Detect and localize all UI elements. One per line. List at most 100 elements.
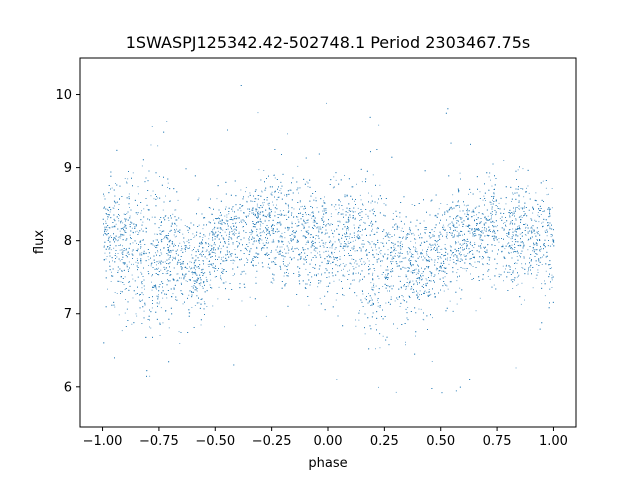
data-point — [137, 186, 139, 188]
data-point — [232, 262, 234, 264]
data-point — [185, 250, 186, 252]
data-point — [258, 262, 259, 264]
data-point — [254, 256, 255, 258]
data-point — [379, 184, 381, 186]
data-point — [350, 263, 352, 265]
data-point — [462, 247, 463, 249]
data-point — [131, 227, 133, 229]
data-point — [251, 259, 253, 261]
data-point — [110, 281, 112, 282]
data-point — [256, 234, 258, 236]
data-point — [189, 266, 190, 268]
data-point — [337, 265, 339, 267]
data-point — [514, 262, 516, 264]
data-point — [162, 209, 164, 211]
data-point — [279, 240, 280, 242]
data-point — [322, 210, 324, 212]
data-point — [319, 282, 321, 284]
data-point — [377, 299, 378, 301]
data-point — [279, 190, 281, 191]
data-point — [511, 201, 512, 202]
data-point — [546, 194, 548, 196]
data-point — [534, 219, 536, 221]
data-point — [351, 210, 353, 212]
data-point — [235, 256, 237, 258]
data-point — [263, 232, 265, 234]
data-point — [353, 224, 355, 226]
data-point — [339, 250, 340, 252]
data-point — [423, 319, 425, 321]
data-point — [344, 175, 345, 176]
data-point — [177, 199, 179, 201]
data-point — [284, 237, 286, 239]
data-point — [266, 230, 267, 232]
data-point — [305, 214, 307, 216]
data-point — [113, 200, 115, 202]
data-point — [252, 236, 253, 238]
data-point — [536, 264, 538, 265]
data-point — [332, 187, 334, 189]
data-point — [157, 234, 158, 235]
data-point — [412, 272, 414, 274]
data-point — [364, 297, 366, 299]
data-point — [135, 313, 137, 315]
data-point — [356, 183, 357, 185]
data-point — [227, 251, 229, 253]
data-point — [257, 221, 259, 222]
data-point — [503, 222, 504, 224]
data-point — [241, 300, 243, 302]
data-point — [382, 335, 384, 337]
data-point — [280, 251, 282, 253]
data-point — [114, 205, 115, 207]
data-point — [147, 256, 149, 258]
data-point — [425, 278, 427, 280]
data-point — [505, 203, 507, 205]
data-point — [357, 207, 359, 209]
data-point — [390, 271, 392, 273]
data-point — [263, 202, 265, 203]
data-point — [107, 216, 109, 217]
data-point — [329, 236, 330, 238]
data-point — [377, 202, 378, 204]
data-point — [256, 205, 258, 207]
data-point — [527, 271, 529, 273]
data-point — [281, 237, 283, 239]
data-point — [371, 246, 372, 248]
data-point — [352, 249, 354, 250]
data-point — [512, 193, 514, 195]
data-point — [307, 186, 309, 188]
data-point — [483, 222, 485, 224]
data-point — [545, 270, 547, 272]
data-point — [136, 258, 138, 260]
data-point — [398, 226, 400, 228]
data-point — [549, 226, 551, 228]
data-point — [303, 225, 305, 227]
data-point — [539, 249, 541, 250]
data-point — [380, 253, 382, 255]
data-point — [459, 205, 460, 207]
data-point — [113, 207, 115, 209]
data-point — [141, 239, 143, 241]
data-point — [462, 239, 464, 241]
data-point — [443, 261, 445, 263]
data-point — [429, 257, 431, 258]
data-point — [109, 211, 111, 213]
data-point — [104, 231, 105, 233]
data-point — [138, 299, 140, 301]
data-point — [297, 219, 299, 221]
data-point — [331, 247, 333, 249]
data-point — [532, 287, 534, 289]
data-point — [407, 247, 409, 248]
data-point — [279, 249, 281, 251]
data-point — [310, 252, 312, 254]
data-point — [119, 249, 121, 251]
data-point — [469, 225, 471, 226]
data-point — [183, 241, 185, 243]
data-point — [188, 227, 190, 228]
data-point — [404, 257, 406, 259]
data-point — [524, 299, 525, 301]
data-point — [191, 261, 192, 263]
data-point — [167, 182, 169, 184]
data-point — [502, 265, 504, 267]
data-point — [174, 236, 176, 238]
